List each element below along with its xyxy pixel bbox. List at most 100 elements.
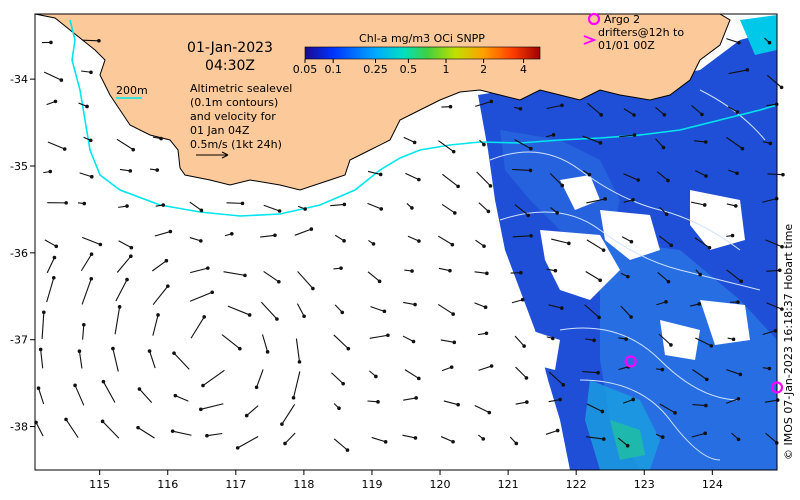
- velocity-arrow: [617, 437, 629, 447]
- velocity-arrow-head: [414, 396, 418, 400]
- velocity-arrow-head: [309, 227, 314, 231]
- velocity-arrow: [438, 140, 455, 153]
- velocity-arrow-head: [704, 174, 708, 178]
- velocity-arrow-head: [702, 203, 707, 207]
- velocity-arrow: [246, 405, 259, 417]
- colorbar-tick-label: 2: [480, 63, 487, 76]
- velocity-arrow-head: [625, 443, 630, 448]
- velocity-arrow: [659, 403, 676, 414]
- velocity-arrow-head: [210, 290, 215, 295]
- velocity-arrow: [762, 198, 777, 203]
- velocity-arrow-head: [100, 419, 105, 424]
- velocity-arrow-head: [129, 254, 133, 259]
- velocity-arrow: [766, 74, 782, 88]
- velocity-arrow: [172, 430, 192, 436]
- velocity-arrow-head: [596, 370, 600, 375]
- velocity-arrow: [206, 432, 223, 437]
- velocity-arrow: [261, 334, 269, 352]
- velocity-arrow-head: [277, 209, 282, 213]
- velocity-arrow-head: [561, 383, 566, 387]
- velocity-arrow-head: [601, 248, 606, 252]
- velocity-arrow: [438, 267, 451, 272]
- velocity-arrow-head: [768, 141, 773, 146]
- colorbar-tick-label: 0.25: [363, 63, 388, 76]
- velocity-arrow-head: [775, 398, 780, 402]
- velocity-arrow-head: [451, 149, 456, 154]
- velocity-arrow: [118, 240, 132, 249]
- velocity-arrow-head: [666, 178, 670, 183]
- velocity-arrow-head: [767, 366, 772, 371]
- colorbar-tick-label: 0.1: [324, 63, 342, 76]
- velocity-arrow: [475, 100, 492, 107]
- velocity-arrow-head: [601, 437, 606, 441]
- velocity-arrow: [402, 434, 416, 439]
- velocity-arrow-head: [738, 372, 743, 377]
- velocity-arrow: [694, 237, 710, 249]
- velocity-arrow: [692, 404, 706, 407]
- velocity-arrow: [189, 237, 201, 242]
- velocity-arrow-head: [560, 103, 564, 108]
- velocity-arrow-head: [528, 146, 533, 151]
- velocity-arrow: [586, 239, 604, 251]
- velocity-arrow-head: [378, 172, 383, 177]
- velocity-arrow: [115, 279, 128, 302]
- velocity-arrow: [623, 108, 635, 116]
- velocity-arrow-head: [131, 147, 136, 152]
- velocity-arrow-head: [451, 312, 455, 316]
- velocity-arrow-head: [529, 233, 533, 238]
- velocity-arrow-head: [275, 317, 279, 321]
- velocity-arrow: [437, 303, 454, 315]
- latitude-ticks: -34 -35 -36 -37 -38: [10, 73, 35, 434]
- velocity-arrow: [221, 334, 241, 350]
- velocity-arrow-head: [487, 410, 492, 415]
- velocity-arrow: [333, 438, 348, 451]
- velocity-arrow: [260, 234, 276, 238]
- velocity-arrow-head: [781, 172, 785, 177]
- velocity-arrow-head: [486, 209, 491, 214]
- velocity-arrow-head: [137, 387, 142, 391]
- velocity-arrow: [549, 173, 563, 186]
- velocity-arrow: [762, 330, 776, 336]
- velocity-arrow-head: [489, 364, 494, 368]
- velocity-arrow: [74, 385, 85, 406]
- velocity-arrow: [152, 285, 169, 306]
- velocity-arrow: [227, 305, 250, 316]
- velocity-arrow: [333, 334, 349, 350]
- velocity-arrow-head: [704, 377, 709, 382]
- velocity-arrow: [175, 395, 189, 402]
- lon-tick-label: 120: [430, 478, 451, 491]
- velocity-arrow-head: [451, 439, 455, 444]
- velocity-arrow: [764, 399, 778, 403]
- velocity-arrow-head: [111, 346, 115, 351]
- velocity-arrow: [691, 105, 703, 115]
- velocity-arrow-head: [36, 386, 41, 390]
- velocity-arrow-head: [553, 268, 558, 273]
- velocity-arrow: [695, 337, 712, 347]
- velocity-arrow: [202, 369, 225, 386]
- velocity-arrow: [149, 350, 156, 369]
- velocity-arrow-head: [737, 40, 741, 45]
- velocity-arrow: [81, 278, 92, 305]
- velocity-arrow-head: [519, 270, 523, 275]
- velocity-arrow: [297, 271, 314, 289]
- velocity-arrow: [404, 369, 420, 379]
- velocity-arrow-head: [73, 383, 77, 388]
- velocity-arrow-head: [525, 400, 529, 404]
- altimetry-line-2: (0.1m contours): [190, 96, 278, 109]
- velocity-arrow-head: [38, 347, 43, 352]
- velocity-arrow: [656, 171, 669, 181]
- velocity-arrow-head: [484, 331, 489, 336]
- velocity-arrow-head: [482, 142, 486, 147]
- velocity-arrow-head: [522, 344, 526, 348]
- velocity-arrow-head: [550, 336, 555, 341]
- velocity-arrow: [151, 260, 167, 272]
- velocity-arrow-head: [273, 233, 277, 238]
- velocity-arrow-head: [555, 428, 560, 433]
- colorbar-tick-label: 0.05: [293, 63, 318, 76]
- lon-tick-label: 121: [498, 478, 519, 491]
- velocity-arrow-head: [448, 104, 453, 109]
- velocity-arrow-head: [413, 436, 418, 440]
- velocity-arrow-head: [482, 244, 486, 248]
- velocity-arrow-head: [147, 349, 152, 353]
- velocity-arrow-head: [736, 437, 741, 442]
